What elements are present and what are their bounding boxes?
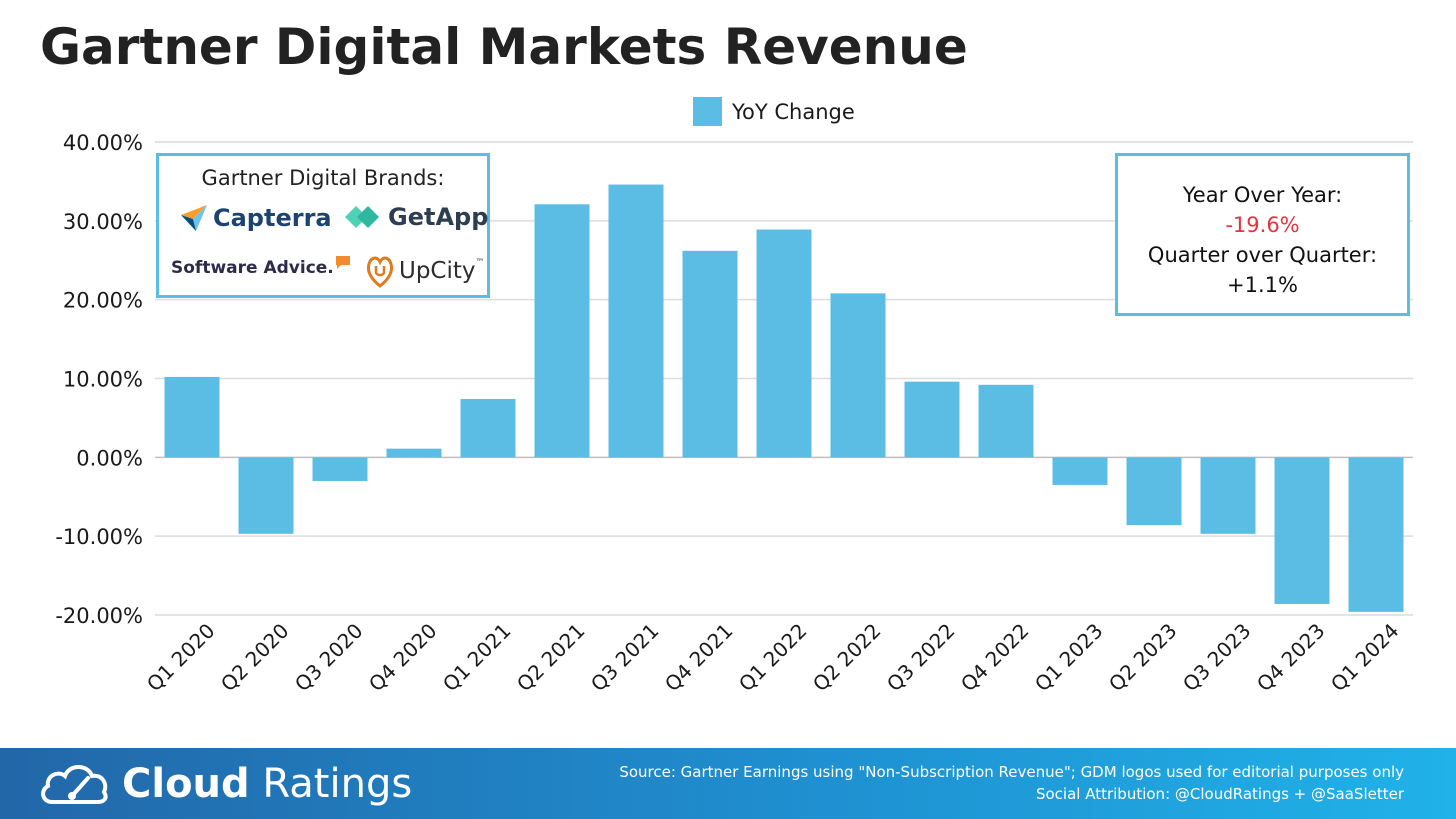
getapp-text: GetApp (388, 203, 489, 231)
y-axis-ticks: 40.00% 30.00% 20.00% 10.00% 0.00% -10.00% -20.… (55, 131, 143, 628)
footer-brand-name: Cloud Ratings (122, 761, 412, 807)
brands-title: Gartner Digital Brands: (201, 166, 445, 190)
x-tick-label: Q3 2023 (1178, 619, 1256, 697)
qoq-label: Quarter over Quarter: (1147, 243, 1378, 267)
bar-q3-2023 (1200, 457, 1256, 534)
x-tick-label: Q3 2022 (882, 619, 960, 697)
footer-text: Source: Gartner Earnings using "Non-Subs… (619, 761, 1404, 805)
x-tick-label: Q4 2022 (956, 619, 1034, 697)
y-tick-label: 40.00% (63, 131, 143, 155)
bar-q3-2022 (904, 381, 960, 458)
x-tick-label: Q4 2021 (660, 619, 738, 697)
x-tick-label: Q1 2020 (142, 619, 220, 697)
y-tick-label: -10.00% (55, 525, 143, 549)
chat-bubble-icon (335, 256, 350, 269)
x-tick-label: Q1 2022 (734, 619, 812, 697)
footer-brand-light: Ratings (249, 761, 413, 807)
social-attribution: Social Attribution: @CloudRatings + @Saa… (1035, 785, 1404, 803)
bars (164, 184, 1404, 612)
y-tick-label: 20.00% (63, 289, 143, 313)
y-tick-label: 0.00% (76, 446, 143, 470)
yoy-value: -19.6% (1225, 213, 1300, 237)
cloud-ratings-logo: Cloud Ratings (38, 756, 412, 812)
bar-q1-2021 (460, 398, 516, 458)
bar-q1-2023 (1052, 457, 1108, 485)
bar-q4-2020 (386, 448, 442, 458)
bar-q3-2020 (312, 457, 368, 481)
bar-q2-2022 (830, 293, 886, 458)
software-advice-logo: Software Advice. (171, 256, 351, 278)
upcity-name: UpCity (399, 258, 476, 284)
capterra-logo: Capterra (179, 203, 332, 233)
upcity-logo: UpCity™ (365, 254, 485, 288)
x-tick-label: Q1 2023 (1030, 619, 1108, 697)
yoy-label: Year Over Year: (1182, 183, 1343, 207)
upcity-icon (366, 256, 394, 288)
software-advice-text: Software Advice. (171, 258, 334, 278)
bar-q2-2023 (1126, 457, 1182, 526)
bar-q2-2020 (238, 457, 294, 534)
x-tick-label: Q2 2022 (808, 619, 886, 697)
bar-q4-2023 (1274, 457, 1330, 604)
bar-q1-2024 (1348, 457, 1404, 612)
chart-title: Gartner Digital Markets Revenue (40, 18, 968, 76)
cloud-gauge-icon (41, 765, 108, 804)
x-tick-label: Q3 2021 (586, 619, 664, 697)
x-tick-label: Q2 2023 (1104, 619, 1182, 697)
brands-box: Gartner Digital Brands: Capterra GetApp … (156, 153, 490, 298)
legend-swatch (693, 97, 722, 126)
bar-q1-2022 (756, 229, 812, 458)
legend-label: YoY Change (731, 100, 855, 124)
x-tick-label: Q2 2021 (512, 619, 590, 697)
source-note: Source: Gartner Earnings using "Non-Subs… (619, 763, 1404, 781)
legend: YoY Change (693, 97, 855, 126)
bar-q1-2020 (164, 376, 220, 458)
bar-q3-2021 (608, 184, 664, 458)
y-tick-label: 30.00% (63, 210, 143, 234)
footer-brand-bold: Cloud (122, 761, 250, 807)
y-tick-label: 10.00% (63, 368, 143, 392)
bar-q4-2022 (978, 384, 1034, 458)
upcity-text: UpCity™ (399, 258, 485, 284)
qoq-value: +1.1% (1227, 273, 1298, 297)
x-tick-label: Q4 2020 (364, 619, 442, 697)
getapp-icon (345, 206, 379, 228)
bar-q2-2021 (534, 204, 590, 458)
stats-box: Year Over Year: -19.6% Quarter over Quar… (1115, 153, 1410, 316)
x-tick-label: Q4 2023 (1252, 619, 1330, 697)
x-tick-label: Q1 2021 (438, 619, 516, 697)
capterra-text: Capterra (213, 204, 332, 232)
chart-area: 40.00% 30.00% 20.00% 10.00% 0.00% -10.00% -20.… (55, 97, 1413, 697)
x-tick-label: Q3 2020 (290, 619, 368, 697)
capterra-icon (181, 205, 207, 231)
getapp-logo: GetApp (344, 203, 488, 231)
bar-q4-2021 (682, 250, 738, 458)
upcity-trademark: ™ (475, 258, 485, 268)
x-tick-label: Q2 2020 (216, 619, 294, 697)
y-tick-label: -20.00% (55, 604, 143, 628)
footer-banner: Cloud Ratings Source: Gartner Earnings u… (0, 748, 1456, 819)
x-tick-label: Q1 2024 (1326, 619, 1404, 697)
